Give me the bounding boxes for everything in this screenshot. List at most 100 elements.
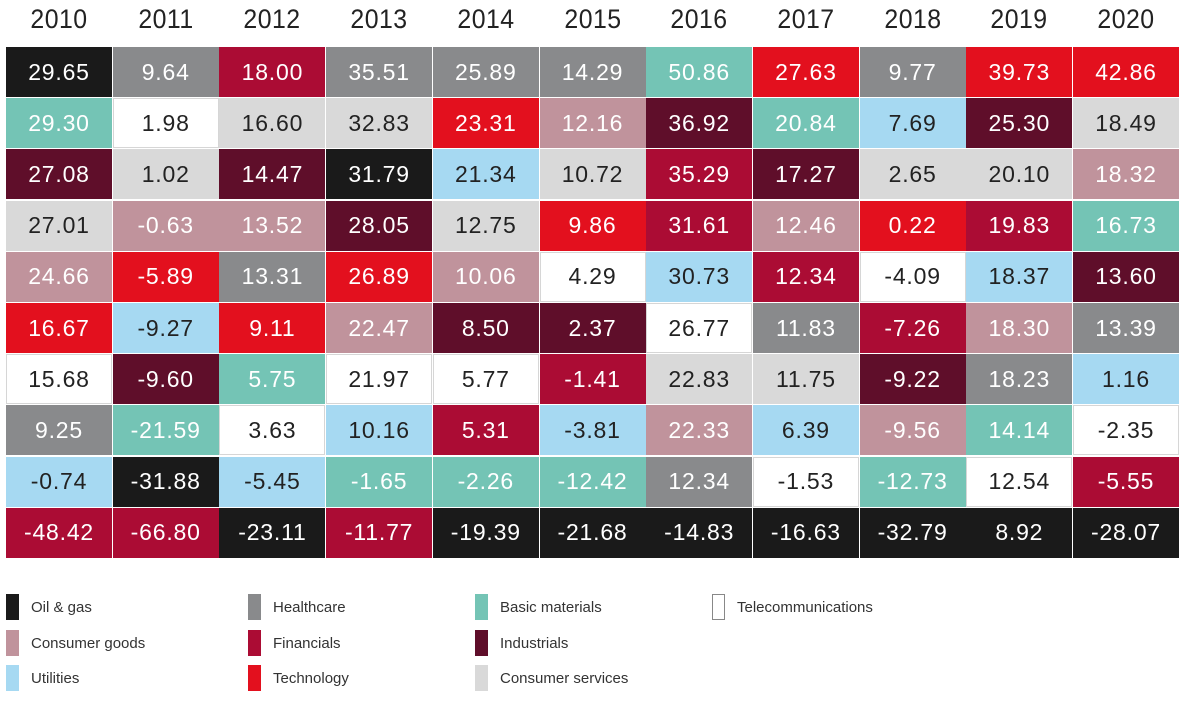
cell-basic-materials: 5.75 bbox=[219, 354, 326, 405]
cell-healthcare: 18.23 bbox=[966, 354, 1073, 405]
cell-technology: 16.67 bbox=[6, 303, 112, 353]
legend-item-consumer-services: Consumer services bbox=[475, 665, 628, 691]
cell-telecommunications: 15.68 bbox=[6, 354, 112, 405]
cell-consumer-goods: 12.46 bbox=[752, 200, 859, 251]
cell-financials: 35.29 bbox=[646, 149, 753, 200]
cell-consumer-goods: 24.66 bbox=[6, 251, 112, 302]
cell-industrials: -9.22 bbox=[859, 354, 966, 405]
legend-label: Consumer goods bbox=[31, 634, 146, 652]
cell-oil-gas: -32.79 bbox=[859, 507, 966, 558]
cell-utilities: 30.73 bbox=[646, 251, 753, 302]
cell-consumer-goods: 18.30 bbox=[966, 303, 1073, 353]
cell-oil-gas: -31.88 bbox=[112, 456, 219, 507]
legend-label: Healthcare bbox=[273, 598, 346, 616]
legend-item-consumer-goods: Consumer goods bbox=[6, 630, 145, 656]
cell-utilities: 1.16 bbox=[1073, 354, 1179, 405]
cell-consumer-services: 16.60 bbox=[219, 98, 326, 149]
legend-item-healthcare: Healthcare bbox=[248, 594, 346, 620]
cell-telecommunications: 4.29 bbox=[539, 251, 646, 302]
cell-financials: -11.77 bbox=[326, 507, 433, 558]
cell-oil-gas: 31.79 bbox=[326, 149, 433, 200]
cell-financials: 19.83 bbox=[966, 200, 1073, 251]
cell-basic-materials: 29.30 bbox=[6, 98, 112, 149]
cell-industrials: 25.30 bbox=[966, 98, 1073, 149]
legend-swatch bbox=[6, 594, 19, 620]
year-header: 2012 bbox=[243, 4, 301, 34]
cell-financials: 31.61 bbox=[646, 200, 753, 251]
cell-utilities: 10.16 bbox=[326, 405, 433, 456]
cell-consumer-goods: 10.06 bbox=[432, 251, 539, 302]
cell-basic-materials: 16.73 bbox=[1073, 200, 1179, 251]
cell-industrials: 14.47 bbox=[219, 149, 326, 200]
cell-industrials: 28.05 bbox=[326, 200, 433, 251]
legend-label: Technology bbox=[273, 669, 349, 687]
cell-financials: -1.41 bbox=[539, 354, 646, 405]
year-header: 2017 bbox=[777, 4, 835, 34]
legend: Oil & gas Healthcare Basic materials Teleco… bbox=[0, 590, 1200, 700]
cell-industrials: 8.50 bbox=[432, 303, 539, 353]
cell-consumer-goods: 18.32 bbox=[1073, 149, 1179, 200]
cell-industrials: 17.27 bbox=[752, 149, 859, 200]
legend-label: Industrials bbox=[500, 634, 569, 652]
cell-consumer-services: 2.65 bbox=[859, 149, 966, 200]
legend-label: Basic materials bbox=[500, 598, 602, 616]
cell-industrials: 27.08 bbox=[6, 149, 112, 200]
cell-healthcare: 12.34 bbox=[646, 456, 753, 507]
cell-telecommunications: -4.09 bbox=[859, 251, 966, 302]
legend-item-financials: Financials bbox=[248, 630, 341, 656]
legend-swatch bbox=[248, 630, 261, 656]
cell-basic-materials: -2.26 bbox=[432, 456, 539, 507]
cell-industrials: 2.37 bbox=[539, 303, 646, 353]
cell-consumer-services: 20.10 bbox=[966, 149, 1073, 200]
legend-swatch bbox=[712, 594, 725, 620]
legend-swatch bbox=[475, 665, 488, 691]
cell-consumer-goods: -0.63 bbox=[112, 200, 219, 251]
cell-consumer-services: 12.75 bbox=[432, 200, 539, 251]
legend-item-oil-gas: Oil & gas bbox=[6, 594, 92, 620]
year-header: 2013 bbox=[350, 4, 408, 34]
cell-oil-gas: -23.11 bbox=[219, 507, 326, 558]
legend-item-basic-materials: Basic materials bbox=[475, 594, 602, 620]
cell-oil-gas: 8.92 bbox=[966, 507, 1073, 558]
cell-oil-gas: -19.39 bbox=[432, 507, 539, 558]
cell-technology: 9.11 bbox=[219, 303, 326, 353]
cell-utilities: -3.81 bbox=[539, 405, 646, 456]
cell-financials: -5.55 bbox=[1073, 456, 1179, 507]
cell-telecommunications: 3.63 bbox=[219, 405, 326, 456]
cell-oil-gas: -14.83 bbox=[646, 507, 753, 558]
year-header: 2015 bbox=[563, 4, 622, 34]
cell-technology: 42.86 bbox=[1073, 47, 1179, 97]
cell-consumer-goods: 22.33 bbox=[646, 405, 753, 456]
cell-telecommunications: 21.97 bbox=[326, 354, 433, 405]
cell-oil-gas: -21.68 bbox=[539, 507, 646, 558]
cell-basic-materials: 20.84 bbox=[752, 98, 859, 149]
cell-utilities: 21.34 bbox=[432, 149, 539, 200]
cell-healthcare: 13.39 bbox=[1073, 303, 1179, 353]
cell-utilities: 7.69 bbox=[859, 98, 966, 149]
cell-consumer-services: 18.49 bbox=[1073, 98, 1179, 149]
legend-swatch bbox=[248, 665, 261, 691]
cell-financials: -66.80 bbox=[112, 507, 219, 558]
legend-swatch bbox=[248, 594, 261, 620]
legend-label: Utilities bbox=[31, 669, 80, 687]
cell-basic-materials: 50.86 bbox=[646, 47, 753, 97]
cell-technology: 9.86 bbox=[539, 200, 646, 251]
cell-basic-materials: -12.73 bbox=[859, 456, 966, 507]
year-header: 2018 bbox=[884, 4, 942, 34]
legend-swatch bbox=[6, 630, 19, 656]
cell-technology: 23.31 bbox=[432, 98, 539, 149]
cell-technology: 39.73 bbox=[966, 47, 1073, 97]
cell-healthcare: 9.25 bbox=[6, 405, 112, 456]
cell-healthcare: 14.29 bbox=[539, 47, 646, 97]
year-header: 2014 bbox=[457, 4, 515, 34]
cell-technology: -5.89 bbox=[112, 251, 219, 302]
cell-utilities: -5.45 bbox=[219, 456, 326, 507]
cell-financials: 5.31 bbox=[432, 405, 539, 456]
cell-consumer-services: 1.02 bbox=[112, 149, 219, 200]
cell-technology: 26.89 bbox=[326, 251, 433, 302]
legend-item-industrials: Industrials bbox=[475, 630, 568, 656]
legend-item-technology: Technology bbox=[248, 665, 349, 691]
year-header: 2016 bbox=[670, 4, 728, 34]
cell-basic-materials: -12.42 bbox=[539, 456, 646, 507]
cell-basic-materials: -21.59 bbox=[112, 405, 219, 456]
